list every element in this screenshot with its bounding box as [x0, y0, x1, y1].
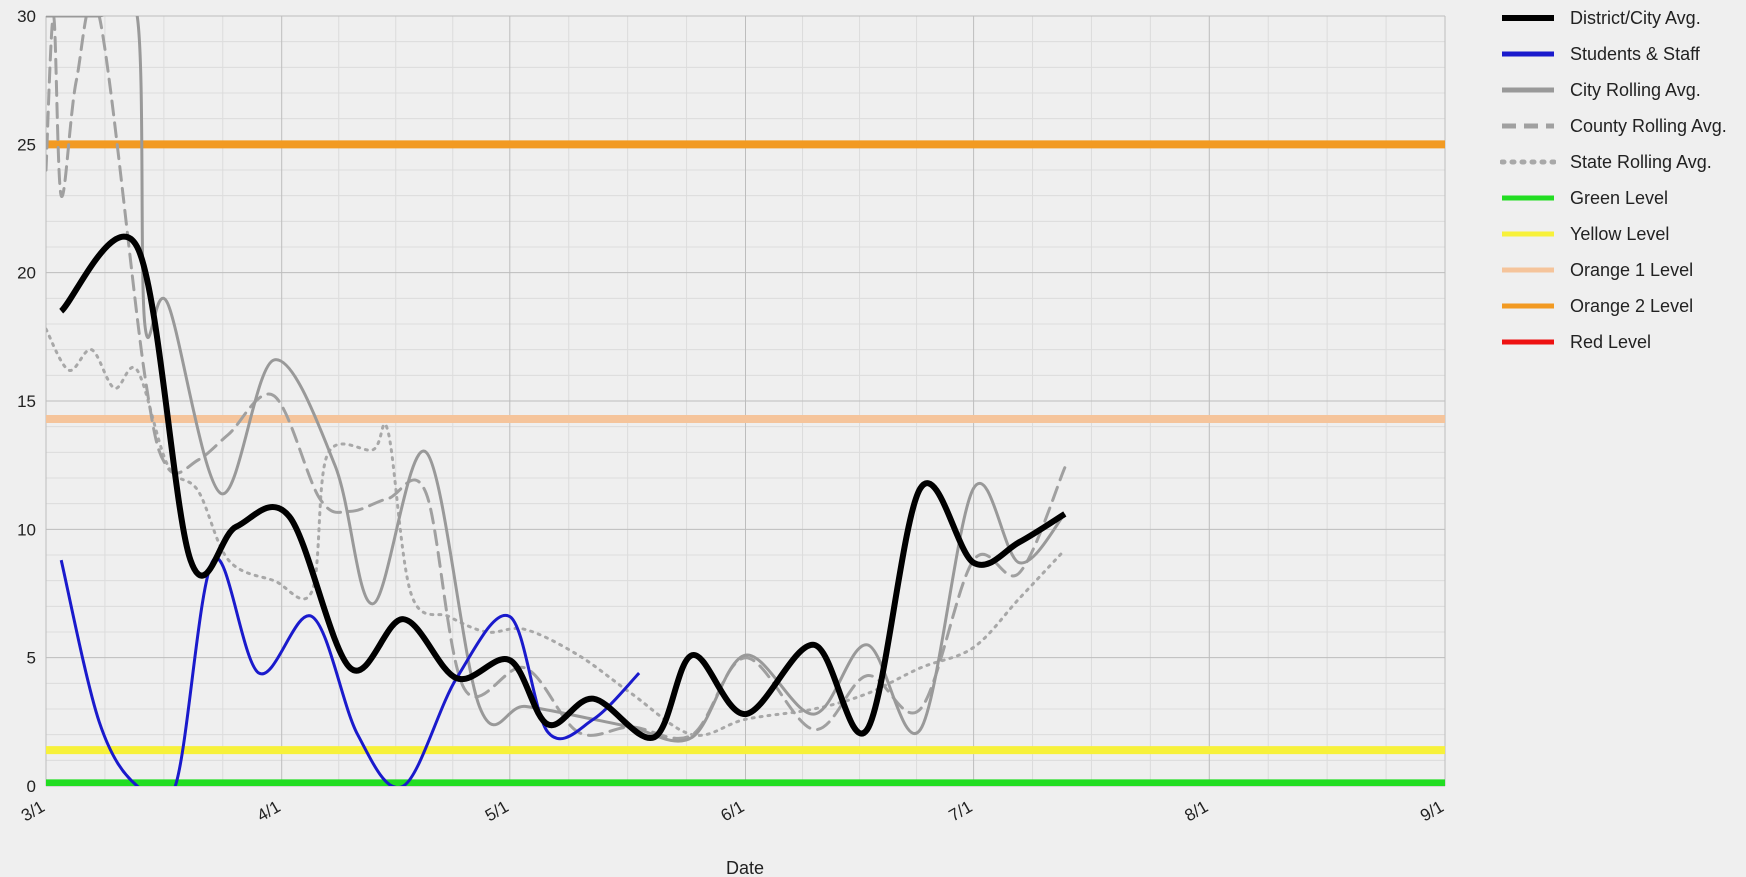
series-line-city-rolling-avg — [46, 16, 1066, 743]
x-axis-tick-labels: 3/1 4/1 5/1 6/1 7/1 8/1 9/1 — [18, 797, 1447, 825]
x-tick-label: 3/1 — [18, 797, 48, 825]
legend-swatch — [1500, 159, 1556, 165]
y-axis-tick-labels: 0 5 10 15 20 25 30 — [17, 7, 36, 796]
y-tick-label: 10 — [17, 520, 36, 539]
legend-label: State Rolling Avg. — [1570, 151, 1712, 172]
legend-swatch — [1502, 195, 1554, 201]
y-tick-label: 25 — [17, 135, 36, 154]
y-tick-label: 15 — [17, 392, 36, 411]
series-line-county-rolling-avg — [46, 16, 1067, 740]
legend-label: Orange 1 Level — [1570, 259, 1694, 280]
series-line-students-staff — [59, 556, 641, 786]
x-tick-label: 7/1 — [946, 797, 976, 825]
chart-legend: District/City Avg. Students & Staff City R… — [1500, 0, 1727, 360]
legend-swatch — [1502, 51, 1554, 57]
legend-item: Orange 2 Level — [1500, 288, 1727, 324]
legend-label: City Rolling Avg. — [1570, 79, 1701, 100]
y-tick-label: 30 — [17, 7, 36, 26]
legend-item: City Rolling Avg. — [1500, 72, 1727, 108]
series-line-district-city-avg — [58, 233, 1067, 741]
legend-swatch — [1502, 339, 1554, 345]
legend-label: Green Level — [1570, 187, 1669, 208]
legend-swatch — [1502, 87, 1554, 93]
legend-swatch — [1502, 303, 1554, 309]
x-axis-title: Date — [726, 858, 764, 877]
y-tick-label: 5 — [27, 649, 36, 668]
legend-swatch — [1502, 267, 1554, 273]
y-tick-label: 20 — [17, 264, 36, 283]
legend-item: County Rolling Avg. — [1500, 108, 1727, 144]
legend-label: County Rolling Avg. — [1570, 115, 1727, 136]
reference-lines — [46, 140, 1445, 786]
legend-item: Red Level — [1500, 324, 1727, 360]
x-tick-label: 8/1 — [1181, 797, 1211, 825]
legend-item: Green Level — [1500, 180, 1727, 216]
x-tick-label: 9/1 — [1417, 797, 1447, 825]
data-series — [46, 16, 1067, 786]
legend-label: Red Level — [1570, 331, 1652, 352]
legend-swatch — [1502, 123, 1554, 129]
y-tick-label: 0 — [27, 777, 36, 796]
x-tick-label: 4/1 — [254, 797, 284, 825]
legend-swatch — [1502, 15, 1554, 21]
legend-label: Students & Staff — [1570, 43, 1700, 64]
legend-item: Orange 1 Level — [1500, 252, 1727, 288]
x-tick-label: 6/1 — [718, 797, 748, 825]
legend-swatch — [1502, 231, 1554, 237]
legend-label: Orange 2 Level — [1570, 295, 1694, 316]
legend-label: District/City Avg. — [1570, 7, 1701, 28]
x-tick-label: 5/1 — [482, 797, 512, 825]
legend-label: Yellow Level — [1570, 223, 1670, 244]
legend-item: State Rolling Avg. — [1500, 144, 1727, 180]
legend-item: Students & Staff — [1500, 36, 1727, 72]
legend-item: District/City Avg. — [1500, 0, 1727, 36]
legend-item: Yellow Level — [1500, 216, 1727, 252]
